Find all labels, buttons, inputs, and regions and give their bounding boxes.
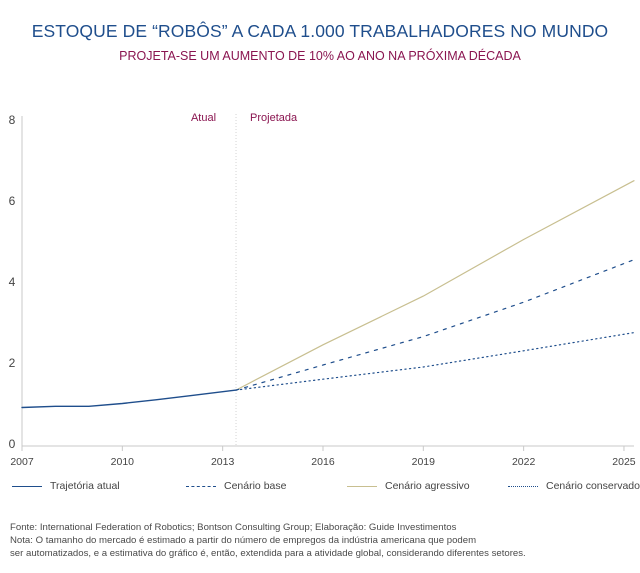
labels-layer: 0 2 4 6 8 2007 2010 2013 2016 2019 2022 2025 Atual Pr… <box>9 112 636 468</box>
series-line-cenario-agressivo <box>235 180 635 391</box>
y-tick-label: 4 <box>9 275 16 289</box>
y-tick-label: 6 <box>9 194 16 208</box>
legend-label: Cenário agressivo <box>385 480 470 492</box>
x-tick-label: 2022 <box>512 456 536 468</box>
methodology-note-line-2: ser automatizados, e a estimativa do grá… <box>10 548 526 559</box>
series-line-cenario-conservador <box>235 332 635 391</box>
x-tick-label: 2010 <box>111 456 135 468</box>
legend-swatch-solid-navy <box>12 485 42 487</box>
line-chart: 0 2 4 6 8 2007 2010 2013 2016 2019 2022 2025 Atual Pr… <box>9 112 636 468</box>
label-atual: Atual <box>191 112 216 124</box>
x-tick-label: 2007 <box>10 456 34 468</box>
chart-title: ESTOQUE DE “ROBÔS” A CADA 1.000 TRABALHA… <box>31 21 609 41</box>
chart-subtitle: PROJETA-SE UM AUMENTO DE 10% AO ANO NA P… <box>119 49 521 63</box>
legend-label: Cenário base <box>224 480 287 492</box>
footnotes: Fonte: International Federation of Robot… <box>10 521 635 560</box>
legend-swatch-dotted <box>508 485 538 487</box>
x-tick-label: 2019 <box>412 456 436 468</box>
legend-swatch-solid-beige <box>347 485 377 487</box>
series-layer <box>21 180 635 409</box>
x-tick-label: 2025 <box>612 456 636 468</box>
legend-label: Trajetória atual <box>50 480 120 492</box>
legend-label: Cenário conservador <box>546 480 640 492</box>
chart-legend: Trajetória atual Cenário base Cenário ag… <box>0 480 640 496</box>
methodology-note-line-1: Nota: O tamanho do mercado é estimado a … <box>10 535 477 546</box>
legend-swatch-dashed <box>186 485 216 487</box>
label-projetada: Projetada <box>250 112 298 124</box>
legend-item-trajetoria-atual: Trajetória atual <box>12 480 120 492</box>
series-line-cenario-base <box>235 259 635 391</box>
series-line-trajetoria-atual <box>21 389 237 409</box>
legend-item-cenario-conservador: Cenário conservador <box>508 480 640 492</box>
source-note: Fonte: International Federation of Robot… <box>10 522 457 533</box>
axes-layer <box>21 114 634 451</box>
legend-item-cenario-base: Cenário base <box>186 480 286 492</box>
y-tick-label: 0 <box>9 437 16 451</box>
y-tick-label: 8 <box>9 113 16 127</box>
x-tick-label: 2016 <box>311 456 335 468</box>
x-tick-label: 2013 <box>211 456 235 468</box>
y-tick-label: 2 <box>9 356 16 370</box>
legend-item-cenario-agressivo: Cenário agressivo <box>347 480 470 492</box>
